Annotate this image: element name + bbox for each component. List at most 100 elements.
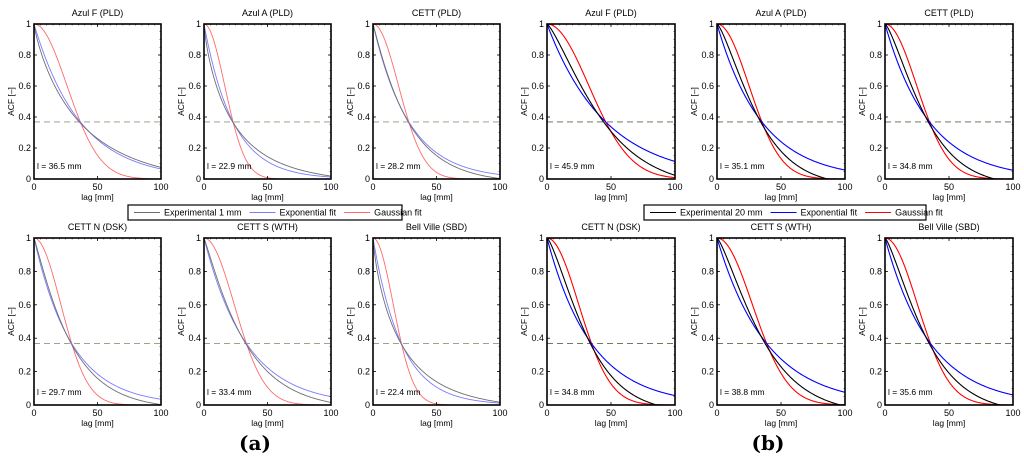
x-axis-label: lag [mm] <box>420 418 453 428</box>
y-tick-label: 0 <box>709 174 714 184</box>
correlation-length-annotation: l = 29.7 mm <box>37 387 82 397</box>
y-tick-label: 0 <box>26 174 31 184</box>
y-tick-label: 0 <box>26 400 31 410</box>
x-axis-label: lag [mm] <box>251 192 284 202</box>
x-tick-label: 100 <box>492 182 507 192</box>
exponential-fit-line <box>546 23 676 162</box>
y-tick-label: 1 <box>365 19 370 29</box>
subplot: CETT S (WTH) 0 0.2 0.4 0.6 0.8 1 0 50 100 lag [mm]… <box>176 222 339 428</box>
y-tick-label: 0 <box>196 174 201 184</box>
y-tick-label: 0 <box>877 174 882 184</box>
exponential-fit-line <box>884 237 1014 396</box>
x-axis-label: lag [mm] <box>420 192 453 202</box>
gaussian-fit-line <box>203 23 331 180</box>
experimental-line <box>546 237 675 406</box>
plot-frame <box>203 23 332 180</box>
x-tick-label: 100 <box>323 182 338 192</box>
y-tick-label: 0.8 <box>531 266 544 276</box>
subplot: CETT N (DSK) 0 0.2 0.4 0.6 0.8 1 0 50 100 lag [mm]… <box>6 222 169 428</box>
y-axis-label: ACF [–] <box>857 87 867 116</box>
subplot-title: CETT S (WTH) <box>237 222 298 232</box>
experimental-line <box>372 237 501 403</box>
correlation-length-annotation: l = 35.1 mm <box>720 161 765 171</box>
plot-frame <box>716 23 846 180</box>
correlation-length-annotation: l = 34.8 mm <box>888 161 933 171</box>
y-tick-label: 0.4 <box>531 333 544 343</box>
y-axis-label: ACF [–] <box>345 87 355 116</box>
subplot: CETT (PLD) 0 0.2 0.4 0.6 0.8 1 0 50 100 lag [mm] AC… <box>345 8 508 202</box>
correlation-length-annotation: l = 33.4 mm <box>207 387 252 397</box>
y-tick-label: 1 <box>539 233 544 243</box>
exponential-fit-line <box>203 237 332 398</box>
y-tick-label: 0.2 <box>18 143 31 153</box>
exponential-fit-line <box>884 23 1014 171</box>
gaussian-fit-line <box>546 237 676 406</box>
x-axis-label: lag [mm] <box>933 418 966 428</box>
legend-entry: Experimental 20 mm <box>680 208 763 218</box>
x-axis-label: lag [mm] <box>933 192 966 202</box>
x-tick-label: 50 <box>262 182 272 192</box>
y-tick-label: 0.8 <box>18 266 31 276</box>
y-tick-label: 0.8 <box>188 50 201 60</box>
correlation-length-annotation: l = 34.8 mm <box>550 387 595 397</box>
experimental-line <box>203 23 332 177</box>
subplot-title: Azul A (PLD) <box>242 8 293 18</box>
x-tick-label: 100 <box>837 182 852 192</box>
x-tick-label: 50 <box>606 408 616 418</box>
y-axis-label: ACF [–] <box>176 307 186 336</box>
gaussian-fit-line <box>33 237 161 406</box>
y-tick-label: 0.8 <box>701 50 714 60</box>
subplot-title: Azul F (PLD) <box>72 8 124 18</box>
plot-frame <box>716 237 846 406</box>
y-axis-label: ACF [–] <box>689 307 699 336</box>
plot-frame <box>884 23 1014 180</box>
x-tick-label: 0 <box>201 182 206 192</box>
subplot: CETT N (DSK) 0 0.2 0.4 0.6 0.8 1 0 50 100 lag [mm]… <box>519 222 683 428</box>
y-tick-label: 0.6 <box>869 81 882 91</box>
x-tick-label: 100 <box>1005 408 1020 418</box>
y-tick-label: 0.8 <box>701 266 714 276</box>
y-tick-label: 1 <box>26 233 31 243</box>
subplot-title: CETT N (DSK) <box>581 222 640 232</box>
experimental-line <box>884 237 1013 406</box>
subplot-title: Azul F (PLD) <box>585 8 637 18</box>
y-tick-label: 1 <box>877 19 882 29</box>
x-tick-label: 50 <box>944 182 954 192</box>
subplot-title: Bell Ville (SBD) <box>918 222 979 232</box>
plot-frame <box>203 237 332 406</box>
x-tick-label: 100 <box>153 182 168 192</box>
y-tick-label: 1 <box>539 19 544 29</box>
y-tick-label: 0.4 <box>357 112 370 122</box>
plot-frame <box>33 237 162 406</box>
y-tick-label: 0.4 <box>18 112 31 122</box>
legend-entry: Exponential fit <box>280 208 337 218</box>
y-tick-label: 0.8 <box>869 50 882 60</box>
experimental-line <box>33 23 162 168</box>
x-tick-label: 100 <box>492 408 507 418</box>
x-tick-label: 50 <box>92 182 102 192</box>
gaussian-fit-line <box>372 237 500 406</box>
panel-label-a: (a) <box>239 431 271 455</box>
experimental-line <box>884 23 1013 180</box>
gaussian-fit-line <box>716 237 846 406</box>
y-tick-label: 0.4 <box>869 112 882 122</box>
y-axis-label: ACF [–] <box>519 307 529 336</box>
y-tick-label: 0.2 <box>531 143 544 153</box>
subplot: Azul F (PLD) 0 0.2 0.4 0.6 0.8 1 0 50 100 lag [mm]… <box>6 8 169 202</box>
legend: Experimental 20 mm Exponential fit Gaussia… <box>643 204 943 221</box>
x-tick-label: 50 <box>776 182 786 192</box>
plot-frame <box>546 237 676 406</box>
y-tick-label: 1 <box>196 19 201 29</box>
subplot: CETT S (WTH) 0 0.2 0.4 0.6 0.8 1 0 50 100 lag [mm]… <box>689 222 853 428</box>
subplot-title: CETT (PLD) <box>924 8 973 18</box>
correlation-length-annotation: l = 22.4 mm <box>376 387 421 397</box>
y-tick-label: 0.6 <box>357 300 370 310</box>
y-tick-label: 0.8 <box>357 50 370 60</box>
correlation-length-annotation: l = 38.8 mm <box>720 387 765 397</box>
y-tick-label: 0.4 <box>188 112 201 122</box>
x-tick-label: 50 <box>431 182 441 192</box>
correlation-length-annotation: l = 35.6 mm <box>888 387 933 397</box>
subplot-title: Azul A (PLD) <box>755 8 806 18</box>
exponential-fit-line <box>33 23 162 170</box>
y-axis-label: ACF [–] <box>6 307 16 336</box>
